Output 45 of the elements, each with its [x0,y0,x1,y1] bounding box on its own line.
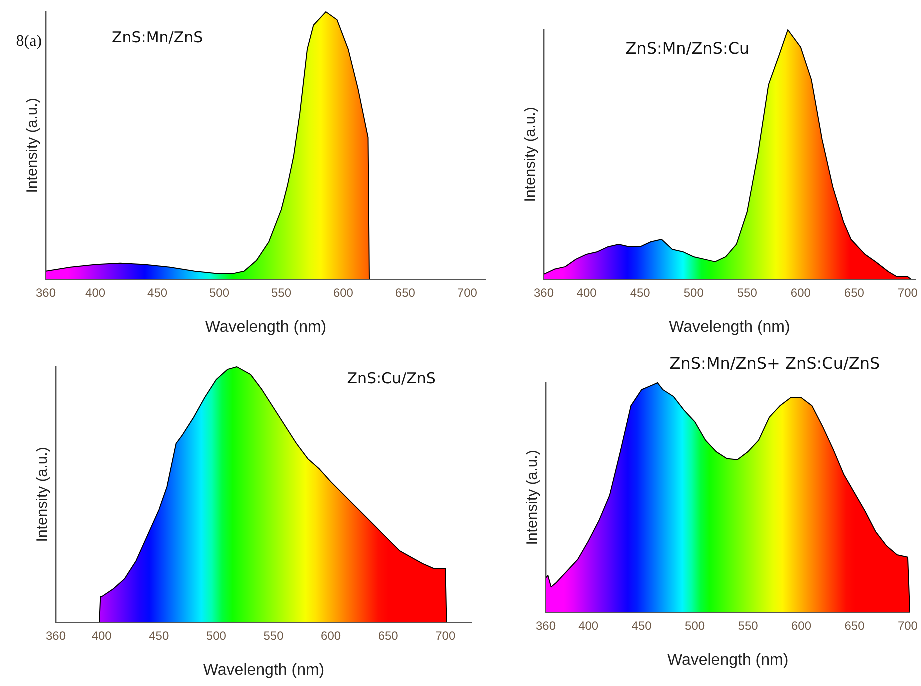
chart-title: ZnS:Mn/ZnS+ ZnS:Cu/ZnS [670,354,880,373]
y-axis-title: Intensity (a.u.) [24,98,42,194]
x-tick-label: 650 [844,618,866,633]
x-axis-title: Wavelength (nm) [669,318,790,336]
x-tick-label: 500 [684,286,704,300]
x-tick-label: 650 [844,286,865,300]
x-tick-label: 400 [92,628,112,643]
x-tick-label: 600 [333,286,354,300]
text: 8(a) [16,33,42,50]
x-tick-label: 500 [685,618,706,633]
x-tick-label: 400 [86,286,106,300]
x-tick-label: 600 [790,286,812,300]
x-tick-label: 450 [632,618,652,633]
x-tick-label: 550 [737,286,758,300]
x-tick-label: 500 [210,286,230,300]
x-tick-label: 650 [378,628,399,643]
x-tick-label: 360 [36,286,56,300]
x-axis-title: Wavelength (nm) [667,652,789,669]
x-tick-label: 700 [898,618,918,633]
x-tick-label: 450 [149,628,170,643]
x-tick-label: 550 [738,618,759,633]
x-tick-label: 700 [898,286,918,300]
text: ZnS:Mn/ZnS [112,28,204,47]
x-tick-label: 550 [271,286,292,300]
y-axis-title: Intensity (a.u.) [522,107,540,202]
x-tick-label: 450 [148,286,168,300]
x-tick-label: 500 [206,628,227,643]
x-tick-label: 360 [46,628,66,643]
x-tick-label: 360 [536,618,556,633]
x-tick-label: 700 [436,628,456,643]
x-tick-label: 360 [534,286,554,300]
y-axis-title: Intensity (a.u.) [34,447,52,542]
x-tick-label: 400 [576,286,598,300]
chart-title: ZnS:Cu/ZnS [347,370,436,388]
x-tick-label: 600 [321,628,342,643]
x-axis-title: Wavelength (nm) [203,662,325,679]
x-tick-label: 450 [630,286,651,300]
text: ZnS:Mn/ZnS:Cu [626,39,750,58]
x-tick-label: 650 [395,286,416,300]
x-tick-label: 600 [792,618,812,633]
x-axis-title: Wavelength (nm) [205,318,327,336]
y-axis-title: Intensity (a.u.) [524,450,542,546]
x-tick-label: 400 [578,618,599,633]
x-tick-label: 700 [457,286,478,300]
x-tick-label: 550 [264,628,284,643]
